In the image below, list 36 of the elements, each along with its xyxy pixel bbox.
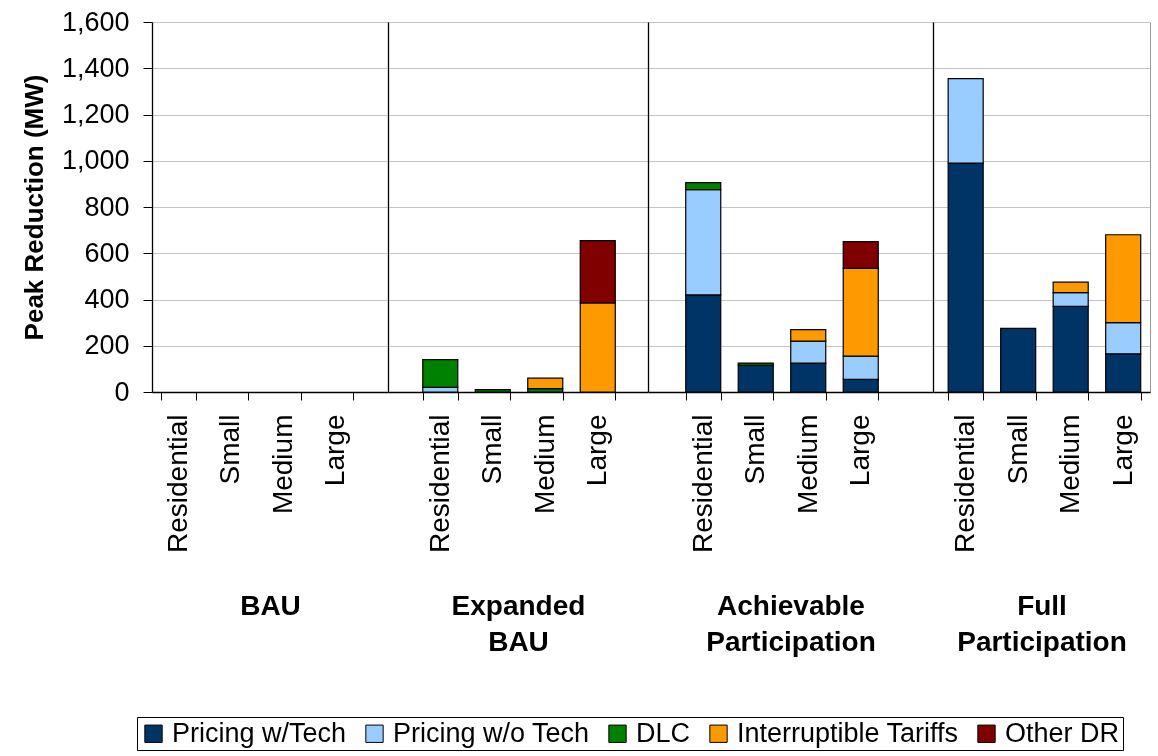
x-tick-label: Small [739,414,771,485]
bar [527,377,564,390]
x-axis-title: BAU [240,590,301,622]
y-tick-label: 800 [84,191,130,222]
x-tick-label: Residential [949,414,981,554]
x-axis-title: Achievable Participation [706,590,876,658]
y-tick-label: 1,000 [61,145,130,176]
x-tick-label: Small [214,414,246,485]
x-tick-label: Residential [161,414,193,554]
x-tick-label: Small [1001,414,1033,485]
legend-label: Pricing w/o Tech [393,717,590,748]
x-tick-label: Residential [423,414,455,554]
y-tick-label: 1,600 [61,6,130,37]
legend-label: Interruptible Tariffs [737,717,959,748]
x-tick-label: Medium [528,414,560,515]
legend-label: Pricing w/Tech [172,717,347,748]
y-axis-title: Peak Reduction (MW) [18,74,49,341]
x-tick-label: Large [581,414,613,487]
x-tick-label: Large [844,414,876,487]
x-axis-title: Full Participation [957,590,1127,658]
x-tick-label: Residential [686,414,718,554]
x-tick-label: Large [319,414,351,487]
y-tick-label: 0 [114,376,130,407]
x-tick-label: Medium [266,414,298,515]
y-tick-label: 400 [84,284,130,314]
x-axis-title: Expanded BAU [451,590,586,658]
legend-label: Other DR [1005,717,1120,748]
y-tick-label: 600 [84,237,130,268]
x-tick-label: Medium [791,414,823,515]
y-tick-label: 200 [84,330,130,361]
x-tick-label: Large [1106,414,1138,487]
x-tick-label: Small [476,414,508,485]
y-tick-label: 1,400 [61,52,130,83]
x-tick-label: Medium [1054,414,1086,515]
y-tick-label: 1,200 [61,99,130,129]
legend-label: DLC [636,717,691,748]
